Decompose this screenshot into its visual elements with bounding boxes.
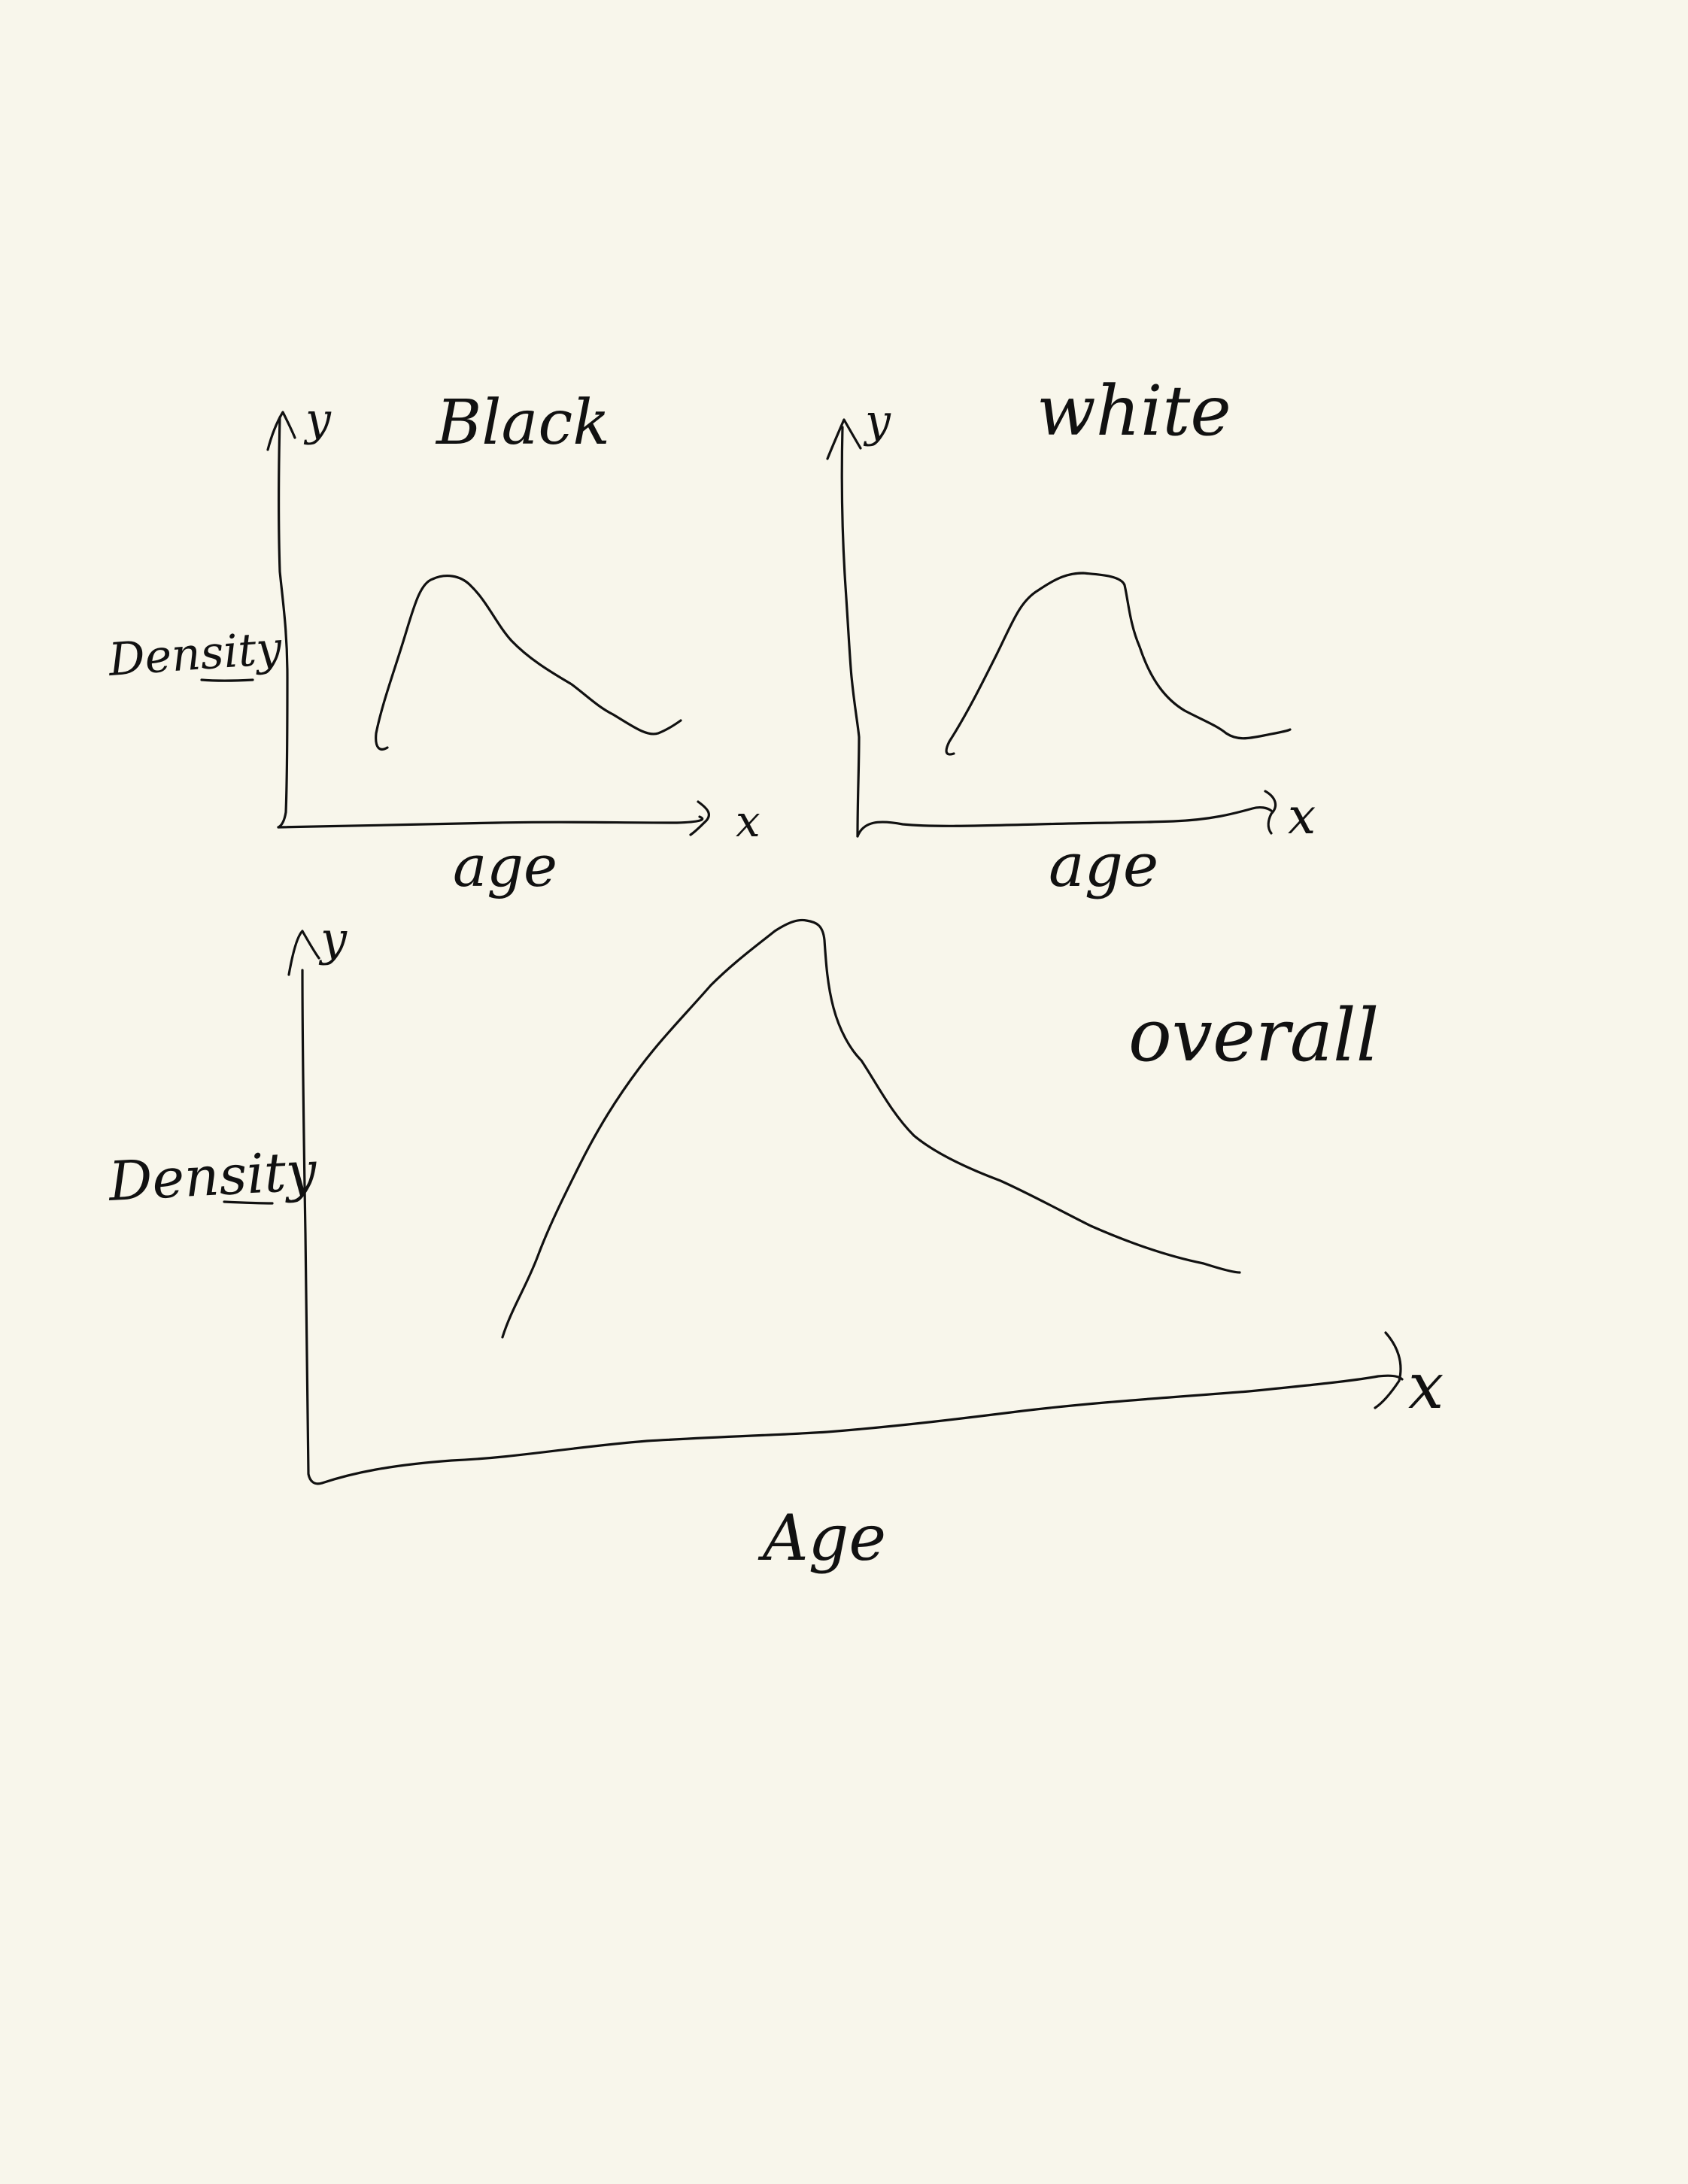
overall-x-label: Age — [757, 1501, 886, 1575]
overall-y-label-underline — [223, 1200, 274, 1205]
black-y-label-underline — [200, 678, 254, 682]
overall-x-axis — [320, 1374, 1404, 1485]
black-y-symbol: y — [303, 393, 332, 446]
black-x-label: age — [453, 833, 557, 899]
white-x-axis-arrow — [1264, 790, 1277, 835]
white-y-axis — [840, 426, 861, 838]
black-x-symbol: x — [736, 796, 761, 847]
chart-white: white y age x — [826, 371, 1316, 900]
overall-x-axis-arrow — [1374, 1331, 1402, 1409]
black-y-axis — [277, 416, 289, 829]
overall-y-axis-arrow — [287, 930, 320, 976]
chart-overall: overall Density y Age x — [105, 912, 1444, 1575]
overall-y-label: Density — [105, 1139, 319, 1214]
white-density-curve — [945, 572, 1292, 756]
black-density-curve — [375, 574, 682, 751]
overall-x-symbol: x — [1408, 1349, 1444, 1423]
overall-title: overall — [1128, 993, 1379, 1078]
black-y-axis-arrow — [266, 411, 296, 451]
black-x-axis — [277, 815, 704, 829]
black-y-label: Density — [106, 622, 284, 687]
white-title: white — [1037, 371, 1231, 451]
overall-y-symbol: y — [318, 912, 348, 966]
black-title: Black — [435, 387, 610, 459]
black-x-axis-arrow — [689, 800, 711, 836]
white-y-symbol: y — [863, 395, 891, 447]
overall-y-axis — [301, 969, 323, 1485]
chart-black: Black Density y age x — [106, 387, 761, 899]
white-x-label: age — [1049, 830, 1158, 900]
white-y-axis-arrow — [826, 418, 862, 460]
overall-density-curve — [501, 918, 1241, 1339]
white-x-axis — [856, 805, 1273, 838]
white-x-symbol: x — [1288, 787, 1316, 845]
